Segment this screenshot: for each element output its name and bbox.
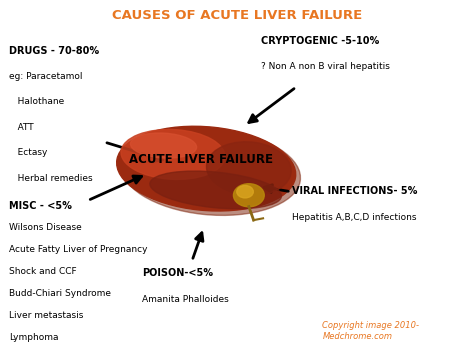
Ellipse shape xyxy=(130,133,197,158)
Ellipse shape xyxy=(237,185,253,198)
Text: ATT: ATT xyxy=(9,123,34,132)
Text: Budd-Chiari Syndrome: Budd-Chiari Syndrome xyxy=(9,289,111,297)
Text: CRYPTOGENIC -5-10%: CRYPTOGENIC -5-10% xyxy=(261,36,379,45)
Ellipse shape xyxy=(207,142,291,196)
Text: VIRAL INFECTIONS- 5%: VIRAL INFECTIONS- 5% xyxy=(292,186,417,196)
Ellipse shape xyxy=(121,130,225,179)
Text: Shock and CCF: Shock and CCF xyxy=(9,267,77,275)
Text: Halothane: Halothane xyxy=(9,97,65,106)
Text: DRUGS - 70-80%: DRUGS - 70-80% xyxy=(9,46,100,56)
Text: ACUTE LIVER FAILURE: ACUTE LIVER FAILURE xyxy=(129,153,273,166)
Text: ? Non A non B viral hepatitis: ? Non A non B viral hepatitis xyxy=(261,62,390,71)
Text: Copyright image 2010-
Medchrome.com: Copyright image 2010- Medchrome.com xyxy=(322,321,419,341)
Ellipse shape xyxy=(150,171,282,209)
Text: POISON-<5%: POISON-<5% xyxy=(142,268,213,278)
Text: Amanita Phalloides: Amanita Phalloides xyxy=(142,295,229,304)
Ellipse shape xyxy=(117,126,296,211)
Text: Wilsons Disease: Wilsons Disease xyxy=(9,223,82,231)
Ellipse shape xyxy=(121,129,301,215)
Text: CAUSES OF ACUTE LIVER FAILURE: CAUSES OF ACUTE LIVER FAILURE xyxy=(112,9,362,22)
Text: MISC - <5%: MISC - <5% xyxy=(9,201,73,211)
Ellipse shape xyxy=(233,184,264,207)
Text: Ectasy: Ectasy xyxy=(9,148,48,157)
Text: Lymphoma: Lymphoma xyxy=(9,333,59,342)
Text: Hepatitis A,B,C,D infections: Hepatitis A,B,C,D infections xyxy=(292,213,416,222)
Text: Acute Fatty Liver of Pregnancy: Acute Fatty Liver of Pregnancy xyxy=(9,245,148,253)
Text: Liver metastasis: Liver metastasis xyxy=(9,311,84,320)
Text: Herbal remedies: Herbal remedies xyxy=(9,174,93,183)
Text: eg: Paracetamol: eg: Paracetamol xyxy=(9,72,83,81)
